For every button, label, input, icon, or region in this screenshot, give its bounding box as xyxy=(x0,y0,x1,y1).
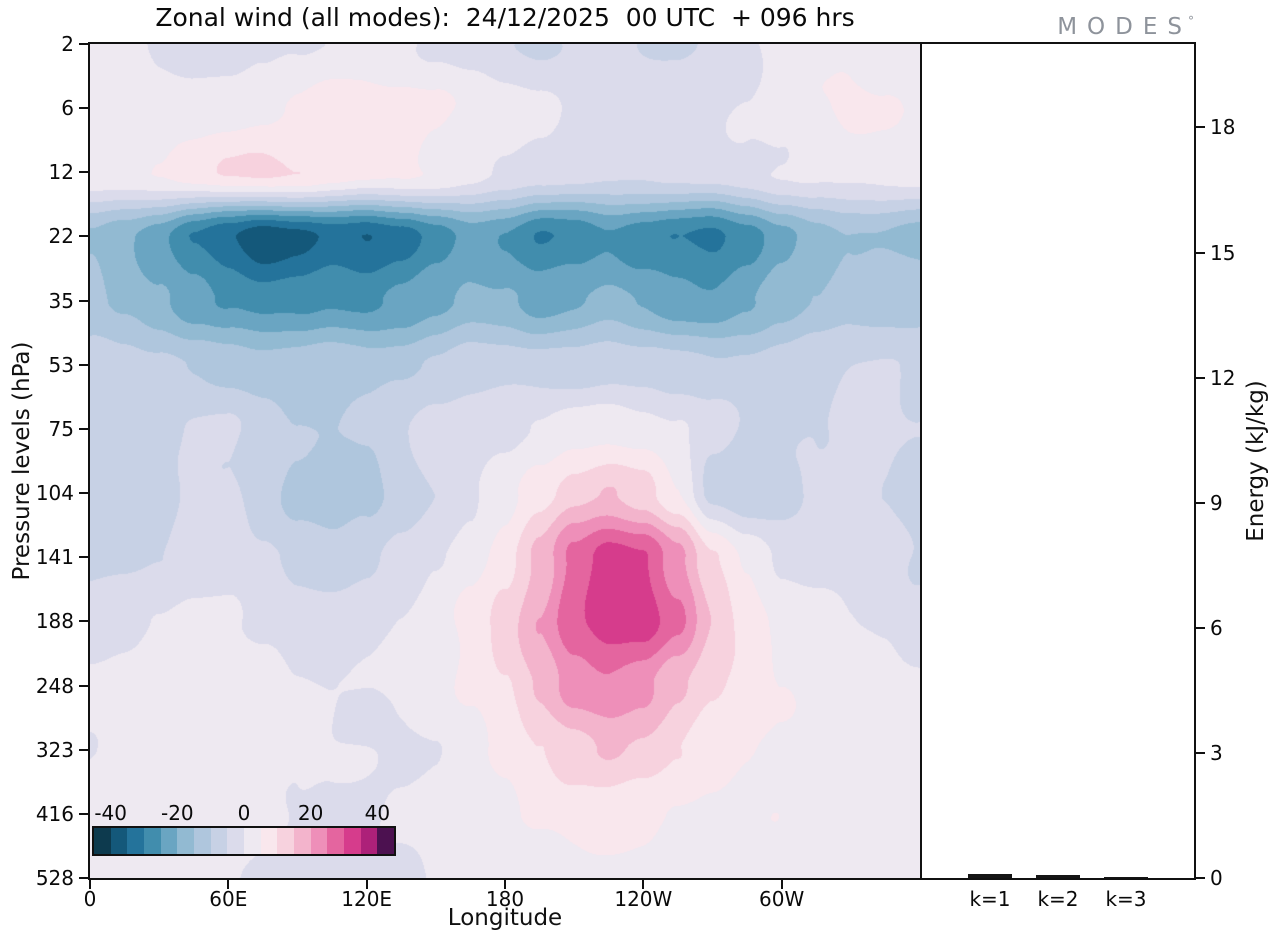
pressure-tick-label: 2 xyxy=(61,32,74,56)
pressure-tick-label: 22 xyxy=(48,224,74,249)
pressure-tick xyxy=(79,556,88,559)
pressure-tick-label: 248 xyxy=(35,673,74,698)
energy-tick xyxy=(1196,751,1205,754)
colorbar-swatch xyxy=(294,828,311,854)
energy-category-label: k=2 xyxy=(1037,887,1079,911)
pressure-tick xyxy=(79,748,88,751)
modes-logo-text: MODES xyxy=(1057,14,1192,40)
longitude-tick-label: 0 xyxy=(83,887,97,911)
energy-category-label: k=3 xyxy=(1105,887,1147,911)
energy-tick xyxy=(1196,501,1205,504)
energy-tick-label: 15 xyxy=(1210,240,1236,265)
longitude-tick xyxy=(227,880,230,889)
pressure-tick xyxy=(79,877,88,879)
energy-tick xyxy=(1196,376,1205,379)
energy-tick-label: 3 xyxy=(1210,740,1223,765)
energy-category-label: k=1 xyxy=(969,887,1011,911)
longitude-tick xyxy=(365,880,368,889)
colorbar-tick-label: 40 xyxy=(364,801,391,825)
pressure-tick xyxy=(79,235,88,238)
colorbar-swatch xyxy=(310,828,328,854)
pressure-tick xyxy=(79,299,88,302)
colorbar-swatch xyxy=(360,828,378,854)
colorbar-tick-label: 0 xyxy=(237,801,251,825)
colorbar-tick-label: -40 xyxy=(94,801,127,825)
longitude-tick xyxy=(642,880,645,889)
longitude-tick-label: 120E xyxy=(341,887,393,911)
pressure-tick xyxy=(79,107,88,110)
pressure-tick-label: 75 xyxy=(48,416,74,441)
pressure-tick-label: 141 xyxy=(35,545,74,570)
energy-panel: k=1 k=2 k=3 0 3 6 9 12 15 18 xyxy=(922,42,1235,911)
pressure-tick-label: 6 xyxy=(61,96,74,121)
colorbar-swatch xyxy=(244,828,261,854)
energy-tick-label: 9 xyxy=(1210,490,1223,515)
energy-bar xyxy=(1104,877,1148,878)
energy-bar xyxy=(1036,875,1080,878)
colorbar-swatch xyxy=(160,828,178,854)
energy-axis-label: Energy (kJ/kg) xyxy=(1243,380,1269,542)
longitude-tick-label: 60E xyxy=(209,887,248,911)
pressure-tick xyxy=(79,812,88,815)
longitude-tick xyxy=(780,880,783,889)
colorbar-swatch xyxy=(377,828,395,854)
pressure-tick-label: 416 xyxy=(35,801,74,826)
modes-logo-degree-mark: ° xyxy=(1188,14,1194,28)
energy-tick-label: 12 xyxy=(1210,365,1236,390)
pressure-tick-label: 323 xyxy=(35,737,74,762)
pressure-tick xyxy=(79,171,88,174)
energy-tick xyxy=(1196,877,1205,879)
pressure-tick xyxy=(79,492,88,495)
colorbar-tick-label: 20 xyxy=(297,801,324,825)
longitude-tick-label: 60W xyxy=(759,887,805,911)
colorbar-swatch xyxy=(127,828,145,854)
pressure-tick-label: 35 xyxy=(48,288,74,313)
chart-title: Zonal wind (all modes): 24/12/2025 00 UT… xyxy=(155,3,855,32)
pressure-tick-label: 12 xyxy=(48,160,74,185)
longitude-tick-label: 120W xyxy=(614,887,673,911)
pressure-tick-label: 53 xyxy=(48,352,74,377)
energy-tick xyxy=(1196,251,1205,254)
colorbar-swatch xyxy=(227,828,245,854)
colorbar-swatch xyxy=(260,828,278,854)
pressure-tick-label: 528 xyxy=(35,866,74,890)
pressure-tick-label: 104 xyxy=(35,481,74,506)
colorbar: -40 -20 0 20 40 xyxy=(92,801,396,856)
contour-canvas xyxy=(90,44,920,878)
energy-tick-label: 6 xyxy=(1210,615,1223,640)
colorbar-swatch xyxy=(210,828,228,854)
pressure-tick xyxy=(79,684,88,687)
energy-tick xyxy=(1196,626,1205,629)
pressure-tick xyxy=(79,363,88,366)
energy-tick xyxy=(1196,126,1205,129)
energy-tick-label: 0 xyxy=(1210,866,1223,890)
pressure-tick-label: 188 xyxy=(35,609,74,634)
colorbar-swatch xyxy=(177,828,195,854)
colorbar-swatch xyxy=(144,828,161,854)
colorbar-swatch xyxy=(277,828,295,854)
longitude-tick-label: 180 xyxy=(485,887,525,911)
pressure-tick xyxy=(79,620,88,623)
colorbar-swatch xyxy=(94,828,111,854)
pressure-tick xyxy=(79,43,88,45)
colorbar-swatch xyxy=(344,828,361,854)
modes-logo: MODES° xyxy=(1057,14,1194,40)
energy-bar xyxy=(968,874,1012,878)
colorbar-tick-label: -20 xyxy=(160,801,194,825)
longitude-tick xyxy=(504,880,506,889)
contour-plot: -40 -20 0 20 40 2 6 12 22 35 53 75 104 141 188 248 323 4… xyxy=(36,32,922,911)
pressure-tick xyxy=(79,427,88,430)
colorbar-swatch xyxy=(194,828,211,854)
longitude-axis-label: Longitude xyxy=(447,905,563,931)
colorbar-swatch xyxy=(110,828,128,854)
longitude-tick xyxy=(89,880,91,889)
energy-tick-label: 18 xyxy=(1210,115,1236,140)
colorbar-swatch xyxy=(327,828,345,854)
